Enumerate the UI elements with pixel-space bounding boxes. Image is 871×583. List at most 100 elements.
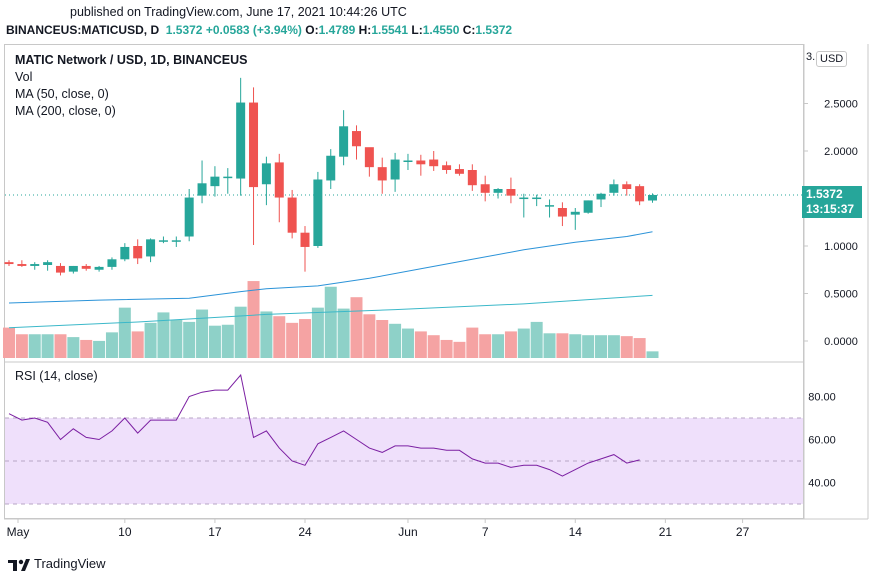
candle-body bbox=[364, 147, 374, 168]
tradingview-logo[interactable]: TradingView bbox=[8, 556, 106, 571]
volume-bar bbox=[582, 335, 595, 358]
volume-bar bbox=[15, 334, 28, 358]
candle bbox=[146, 238, 156, 263]
candle bbox=[120, 243, 130, 262]
candle-body bbox=[557, 208, 567, 217]
candle bbox=[416, 154, 426, 176]
low-label: L: bbox=[411, 23, 423, 37]
candle bbox=[403, 153, 413, 170]
candle bbox=[351, 125, 361, 160]
candle-body bbox=[313, 179, 323, 246]
ohlc-line: BINANCEUS:MATICUSD, D 1.5372 +0.0583 (+3… bbox=[6, 23, 512, 37]
volume-bar bbox=[350, 297, 363, 358]
time-tick-label: 24 bbox=[298, 525, 312, 539]
candle bbox=[68, 265, 78, 274]
candle-body bbox=[596, 193, 606, 200]
candle-body bbox=[94, 266, 104, 270]
candle bbox=[390, 152, 400, 192]
price-tick-label: 2.5000 bbox=[824, 99, 858, 111]
legend-vol: Vol bbox=[15, 70, 33, 84]
volume-bar bbox=[556, 333, 569, 358]
candle bbox=[133, 239, 143, 265]
candle bbox=[339, 110, 349, 166]
candle-body bbox=[493, 189, 503, 193]
rsi-tick-label: 40.00 bbox=[808, 478, 836, 490]
volume-bar bbox=[414, 331, 427, 358]
candle-body bbox=[339, 126, 349, 157]
candle-body bbox=[274, 162, 284, 198]
candle bbox=[171, 236, 181, 247]
volume-bar bbox=[646, 351, 659, 358]
candle-body bbox=[43, 262, 53, 265]
rsi-legend: RSI (14, close) bbox=[15, 369, 98, 383]
candle-body bbox=[210, 176, 220, 187]
candle bbox=[609, 179, 619, 196]
candle bbox=[197, 160, 207, 204]
volume-bar bbox=[453, 341, 466, 358]
volume-bar bbox=[93, 340, 106, 358]
candle bbox=[493, 188, 503, 199]
candle bbox=[274, 153, 284, 223]
candle bbox=[249, 87, 259, 246]
volume-bar bbox=[401, 328, 414, 358]
candle bbox=[17, 260, 27, 267]
tradingview-logo-icon bbox=[8, 558, 30, 571]
currency-badge[interactable]: USD bbox=[816, 51, 848, 67]
volume-bar bbox=[221, 324, 234, 358]
candle bbox=[223, 168, 233, 194]
rsi-line bbox=[8, 373, 640, 477]
close-label: C: bbox=[462, 23, 476, 37]
candle bbox=[506, 177, 516, 204]
candle bbox=[532, 194, 542, 207]
candle-body bbox=[454, 169, 464, 174]
volume-bar bbox=[208, 325, 221, 358]
candle bbox=[30, 262, 40, 270]
candle-body bbox=[68, 265, 78, 272]
volume-bar bbox=[427, 335, 440, 358]
candle bbox=[261, 156, 271, 206]
candle bbox=[557, 202, 567, 227]
candle-body bbox=[351, 131, 361, 147]
price-tick-label: 1.0000 bbox=[824, 241, 858, 253]
price-tick-label: 2.0000 bbox=[824, 146, 858, 158]
legend-ma50: MA (50, close, 0) bbox=[15, 87, 109, 101]
candle-body bbox=[120, 246, 130, 260]
candle bbox=[313, 171, 323, 248]
volume-bar bbox=[41, 334, 54, 358]
volume-bar bbox=[131, 331, 144, 358]
ma50-line bbox=[8, 231, 653, 304]
candle-body bbox=[81, 265, 91, 269]
candle bbox=[43, 260, 53, 271]
candle-body bbox=[519, 197, 529, 200]
volume-bar bbox=[363, 314, 376, 358]
candle bbox=[300, 226, 310, 272]
candle-body bbox=[609, 184, 619, 193]
candle bbox=[326, 149, 336, 189]
volume-bar bbox=[157, 312, 170, 358]
candle-body bbox=[403, 160, 413, 162]
ma200-line bbox=[8, 294, 653, 329]
time-tick-label: 27 bbox=[736, 525, 750, 539]
candle bbox=[210, 166, 220, 197]
candle-body bbox=[146, 239, 156, 257]
candle-body bbox=[326, 155, 336, 181]
candle-body bbox=[467, 170, 477, 186]
open-value: 1.4789 bbox=[318, 23, 356, 37]
time-tick-label: 17 bbox=[208, 525, 222, 539]
candle-body bbox=[197, 183, 207, 196]
last-price-badge: 1.5372 13:15:37 bbox=[802, 186, 862, 218]
volume-bar bbox=[376, 320, 389, 358]
low-value: 1.4550 bbox=[422, 23, 460, 37]
candle-body bbox=[545, 205, 555, 207]
high-value: 1.5541 bbox=[371, 23, 409, 37]
candle bbox=[4, 260, 14, 266]
last-price-value: 1.5372 bbox=[165, 23, 203, 37]
rsi-tick-label: 60.00 bbox=[808, 435, 836, 447]
time-tick-label: 21 bbox=[659, 525, 673, 539]
candle-body bbox=[377, 167, 387, 181]
open-label: O: bbox=[305, 23, 319, 37]
candle bbox=[454, 164, 464, 176]
rsi-tick-label: 80.00 bbox=[808, 392, 836, 404]
volume-bar bbox=[389, 323, 402, 358]
